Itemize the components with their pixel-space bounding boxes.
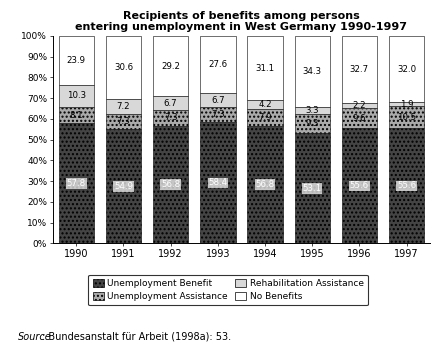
Bar (152, 110, 188, 126)
Text: 30.6: 30.6 (113, 63, 133, 72)
Bar (247, 36, 282, 100)
Bar (247, 126, 282, 243)
Text: 10.3: 10.3 (67, 91, 86, 100)
Text: 56.8: 56.8 (255, 180, 274, 189)
Text: 7.3: 7.3 (163, 113, 177, 122)
Bar (388, 36, 424, 102)
Text: 1.9: 1.9 (399, 100, 413, 109)
Text: Source: Source (18, 332, 51, 342)
Bar (106, 130, 141, 243)
Bar (294, 107, 329, 114)
Text: 58.4: 58.4 (208, 178, 227, 187)
Bar (341, 103, 376, 108)
Text: 29.2: 29.2 (161, 62, 180, 71)
Bar (152, 96, 188, 110)
Bar (152, 126, 188, 243)
Bar (388, 106, 424, 128)
Text: 55.6: 55.6 (396, 181, 415, 190)
Bar (341, 35, 376, 103)
Text: 6.7: 6.7 (211, 96, 224, 105)
Text: 7.9: 7.9 (258, 113, 271, 122)
Bar (200, 107, 235, 122)
Bar (341, 108, 376, 128)
Text: 7.2: 7.2 (117, 102, 130, 111)
Bar (388, 128, 424, 243)
Bar (247, 100, 282, 109)
Text: 7.3: 7.3 (211, 110, 224, 119)
Text: 32.7: 32.7 (349, 65, 368, 74)
Text: 27.6: 27.6 (208, 60, 227, 69)
Bar (106, 36, 141, 99)
Bar (58, 107, 94, 124)
Text: 54.9: 54.9 (114, 182, 133, 191)
Text: 4.2: 4.2 (258, 100, 271, 109)
Bar (106, 114, 141, 130)
Text: 31.1: 31.1 (255, 64, 274, 73)
Text: 9.6: 9.6 (352, 113, 365, 122)
Bar (388, 102, 424, 106)
Text: 34.3: 34.3 (302, 67, 321, 76)
Bar (294, 133, 329, 243)
Text: 32.0: 32.0 (396, 64, 415, 73)
Bar (58, 85, 94, 107)
Text: 9.3: 9.3 (305, 119, 318, 128)
Text: 53.1: 53.1 (302, 184, 321, 193)
Bar (247, 109, 282, 126)
Text: 3.3: 3.3 (305, 106, 318, 115)
Bar (200, 36, 235, 93)
Bar (58, 124, 94, 243)
Text: 6.7: 6.7 (163, 99, 177, 108)
Bar (200, 93, 235, 107)
Legend: Unemployment Benefit, Unemployment Assistance, Rehabilitation Assistance, No Ben: Unemployment Benefit, Unemployment Assis… (88, 275, 367, 305)
Text: 57.8: 57.8 (67, 179, 86, 188)
Bar (294, 114, 329, 133)
Text: 8.1: 8.1 (69, 111, 83, 120)
Text: 23.9: 23.9 (67, 56, 85, 65)
Text: 56.8: 56.8 (161, 180, 180, 189)
Text: 7.3: 7.3 (117, 117, 130, 126)
Bar (152, 36, 188, 96)
Text: 10.5: 10.5 (396, 113, 415, 122)
Title: Recipients of benefits among persons
entering unemployment in West Germany 1990-: Recipients of benefits among persons ent… (75, 11, 406, 32)
Text: 2.2: 2.2 (352, 101, 365, 110)
Bar (106, 99, 141, 114)
Bar (294, 36, 329, 107)
Text: 55.6: 55.6 (349, 181, 368, 190)
Bar (58, 35, 94, 85)
Bar (341, 128, 376, 243)
Text: : Bundesanstalt für Arbeit (1998a): 53.: : Bundesanstalt für Arbeit (1998a): 53. (42, 332, 230, 342)
Bar (200, 122, 235, 243)
